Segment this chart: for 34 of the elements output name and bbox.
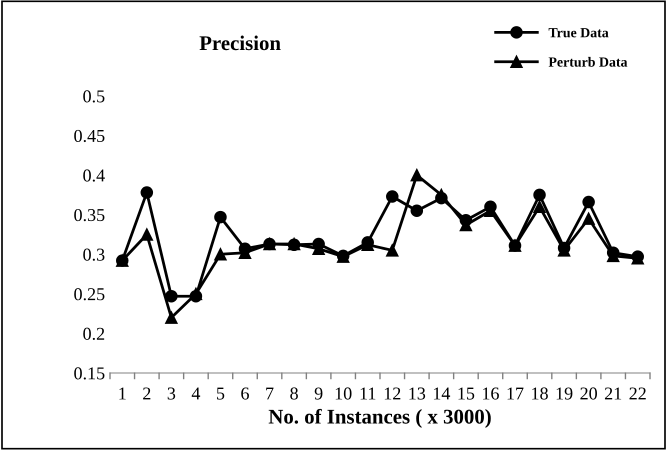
x-tick-label: 22	[629, 387, 646, 400]
x-tick-label: 16	[483, 387, 499, 400]
x-tick-label: 11	[360, 388, 376, 400]
y-tick-label: 0.35	[74, 208, 104, 222]
x-tick-label: 14	[434, 388, 450, 400]
x-tick-label: 9	[314, 387, 322, 400]
x-tick-label: 10	[336, 387, 352, 400]
y-tick-label: 0.15	[74, 367, 104, 380]
y-tick-label: 0.4	[83, 169, 105, 182]
x-tick-label: 6	[241, 387, 249, 400]
x-tick-label: 1	[119, 388, 126, 400]
x-tick-label: 5	[216, 388, 224, 400]
x-tick-label: 19	[556, 387, 572, 400]
y-tick-label: 0.45	[74, 130, 104, 142]
x-tick-label: 18	[532, 387, 548, 400]
x-tick-label: 13	[409, 387, 426, 400]
legend-label: True Data	[548, 28, 609, 38]
y-tick-label: 0.5	[83, 90, 104, 103]
y-tick-label: 0.3	[83, 248, 104, 261]
x-tick-label: 17	[508, 388, 524, 400]
x-tick-label: 2	[143, 387, 150, 400]
x-tick-label: 15	[458, 388, 474, 400]
x-axis-title: No. of Instances ( x 3000)	[268, 408, 491, 428]
chart-title: Precision	[200, 36, 281, 50]
x-tick-label: 4	[192, 388, 200, 400]
legend-label: Perturb Data	[548, 56, 628, 67]
x-tick-label: 8	[290, 387, 298, 400]
y-tick-label: 0.2	[83, 328, 104, 340]
x-tick-label: 21	[604, 387, 622, 400]
x-tick-label: 3	[168, 387, 176, 400]
x-tick-label: 12	[384, 387, 400, 400]
y-tick-label: 0.25	[74, 288, 104, 300]
x-tick-label: 7	[266, 388, 274, 400]
x-tick-label: 20	[580, 387, 597, 400]
